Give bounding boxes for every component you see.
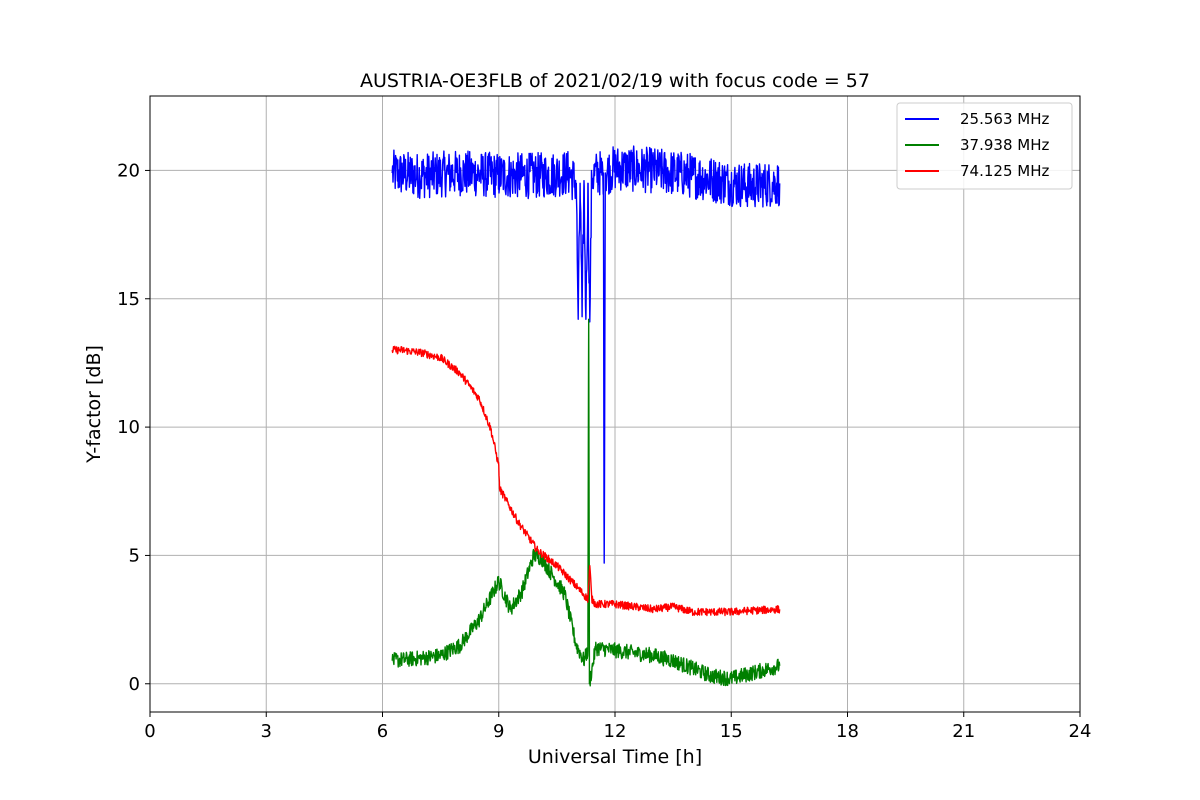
legend: 25.563 MHz 37.938 MHz 74.125 MHz [896, 102, 1073, 190]
x-tick-label: 21 [952, 721, 975, 742]
x-axis-label: Universal Time [h] [528, 746, 702, 768]
x-tick-label: 15 [720, 721, 743, 742]
x-tick-label: 24 [1069, 721, 1092, 742]
series-line [391, 345, 781, 617]
y-tick-label: 0 [129, 674, 140, 695]
x-tick-label: 0 [144, 721, 155, 742]
legend-label: 74.125 MHz [960, 162, 1049, 180]
legend-label: 37.938 MHz [960, 136, 1049, 154]
x-tick-label: 3 [261, 721, 272, 742]
series-line [391, 318, 781, 687]
x-tick-label: 12 [604, 721, 627, 742]
x-tick-label: 6 [377, 721, 388, 742]
legend-box [896, 102, 1073, 190]
ticks: 0 3 6 9 12 15 18 21 24 0 5 10 15 20 [117, 160, 1091, 742]
y-tick-label: 15 [117, 289, 140, 310]
y-axis-label: Y-factor [dB] [83, 345, 105, 464]
chart-title: AUSTRIA-OE3FLB of 2021/02/19 with focus … [360, 70, 870, 92]
x-tick-label: 18 [836, 721, 859, 742]
y-tick-label: 20 [117, 160, 140, 181]
x-tick-label: 9 [493, 721, 504, 742]
y-tick-label: 10 [117, 417, 140, 438]
plot-lines [391, 145, 781, 687]
series-line [391, 145, 781, 564]
y-tick-label: 5 [129, 545, 140, 566]
legend-label: 25.563 MHz [960, 110, 1049, 128]
